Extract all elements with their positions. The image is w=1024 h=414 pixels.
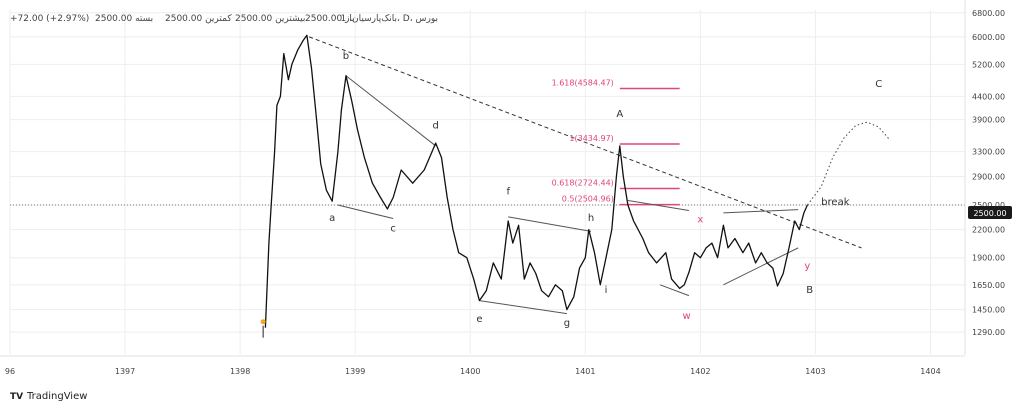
pattern-line[interactable] — [723, 209, 799, 214]
x-tick-label: 1398 — [230, 367, 250, 376]
origin-marker-dot — [260, 319, 266, 325]
x-tick-label: 1397 — [115, 367, 135, 376]
fib-level-label: 1.618(4584.47) — [552, 79, 614, 88]
y-tick-label: 6800.00 — [972, 9, 1005, 18]
descending-trendline[interactable] — [308, 36, 862, 249]
pattern-line[interactable] — [508, 216, 592, 232]
wave-label: C — [875, 79, 882, 90]
pattern-lines-layer — [337, 75, 799, 315]
x-tick-label: 1399 — [345, 367, 365, 376]
x-tick-label: 1400 — [460, 367, 480, 376]
x-tick-label: 1401 — [575, 367, 595, 376]
ohlc-close: بسته 2500.00 — [95, 14, 153, 24]
wave-label: a — [329, 213, 335, 224]
projection-path[interactable] — [807, 121, 891, 206]
price-tag: 2500.00 — [973, 209, 1006, 218]
x-axis[interactable]: 96 1397 1398 1399 1400 1401 1402 1403 1404 — [5, 367, 941, 376]
y-tick-label: 4400.00 — [972, 92, 1005, 101]
y-tick-label: 2200.00 — [972, 226, 1005, 235]
fibonacci-layer: 1.618(4584.47) 1(3434.97) 0.618(2724.44) 0.… — [552, 79, 680, 206]
wave-label: b — [343, 51, 349, 62]
pattern-line[interactable] — [479, 300, 567, 315]
wave-label: break — [821, 197, 850, 208]
series-layer — [260, 34, 891, 338]
y-tick-label: 2900.00 — [972, 173, 1005, 182]
tradingview-brand: TradingView — [26, 391, 87, 402]
y-tick-label: 6000.00 — [972, 33, 1005, 42]
y-tick-label: 1650.00 — [972, 281, 1005, 290]
y-tick-label: 5200.00 — [972, 60, 1005, 69]
tradingview-logo[interactable]: TV TradingView — [10, 391, 87, 402]
wave-label: e — [476, 314, 482, 325]
x-tick-label: 1403 — [805, 367, 825, 376]
pattern-line[interactable] — [627, 199, 689, 211]
wave-label: c — [390, 223, 396, 234]
ohlc-change: +72.00 (+2.97%) — [10, 14, 89, 24]
y-axis[interactable]: 6800.00 6000.00 5200.00 4400.00 3900.00 3300.… — [972, 9, 1005, 337]
wave-label: w — [682, 311, 690, 322]
wave-label: h — [588, 213, 594, 224]
ohlc-high: بیشترین 2500.00 — [235, 14, 305, 24]
wave-label: x — [697, 215, 703, 226]
trendline-layer — [308, 36, 862, 249]
wave-label: i — [605, 285, 608, 296]
symbol-title: 1 ،بانک‌پارسیان، D، بورس — [341, 14, 438, 24]
y-tick-label: 1900.00 — [972, 254, 1005, 263]
price-series-line[interactable] — [264, 34, 808, 328]
y-tick-label: 3900.00 — [972, 116, 1005, 125]
x-tick-label: 1402 — [690, 367, 710, 376]
y-tick-label: 1290.00 — [972, 328, 1005, 337]
tradingview-logo-icon: TV — [10, 392, 23, 402]
fib-level-label: 0.618(2724.44) — [552, 178, 614, 187]
grid — [9, 10, 965, 354]
y-tick-label: 2500.00 — [972, 201, 1005, 210]
pattern-line[interactable] — [723, 247, 799, 286]
ohlc-open: باز 2500.00 — [305, 14, 355, 24]
x-tick-label: 96 — [5, 367, 15, 376]
fib-level-label: 0.5(2504.96) — [562, 195, 614, 204]
wave-label: A — [616, 109, 623, 120]
wave-label: g — [564, 318, 570, 329]
pattern-line[interactable] — [345, 75, 437, 147]
ohlc-low: کمترین 2500.00 — [165, 14, 232, 24]
pattern-line[interactable] — [659, 284, 690, 297]
y-tick-label: 3300.00 — [972, 148, 1005, 157]
wave-label: B — [806, 285, 813, 296]
wave-label: f — [506, 187, 510, 198]
x-tick-label: 1404 — [920, 367, 940, 376]
price-tag-box — [968, 206, 1012, 219]
fib-level-label: 1(3434.97) — [569, 134, 613, 143]
wave-label: d — [433, 121, 439, 132]
wave-label: y — [804, 261, 810, 272]
y-tick-label: 1450.00 — [972, 306, 1005, 315]
pattern-line[interactable] — [337, 204, 394, 220]
